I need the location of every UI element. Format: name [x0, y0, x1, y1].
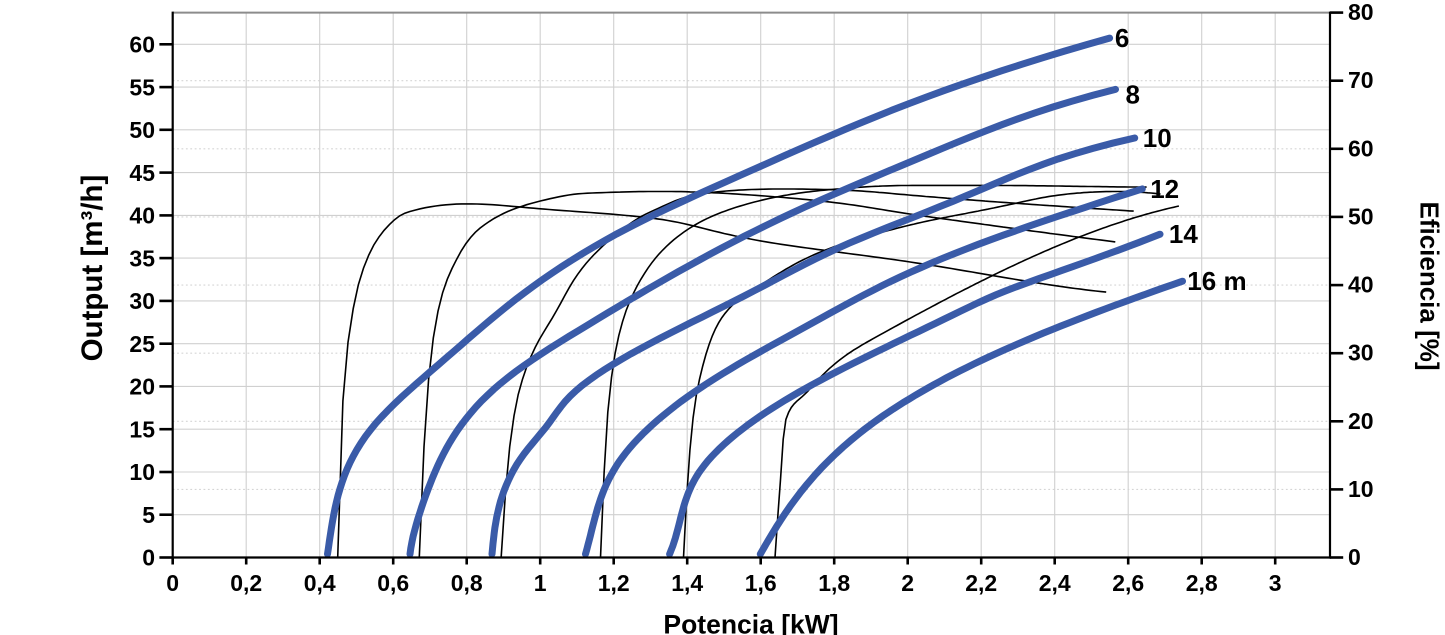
svg-text:Eficiencia [%]: Eficiencia [%]	[1415, 201, 1445, 370]
svg-text:55: 55	[129, 74, 155, 100]
svg-text:1,6: 1,6	[745, 570, 777, 596]
svg-text:40: 40	[129, 203, 155, 229]
svg-text:45: 45	[129, 160, 155, 186]
svg-text:60: 60	[129, 32, 155, 58]
svg-text:2,2: 2,2	[965, 570, 997, 596]
svg-text:Potencia [kW]: Potencia [kW]	[663, 610, 838, 635]
svg-text:15: 15	[129, 416, 155, 442]
svg-text:0: 0	[142, 545, 155, 571]
svg-text:1: 1	[534, 570, 547, 596]
svg-text:2,4: 2,4	[1039, 570, 1071, 596]
svg-text:10: 10	[1143, 123, 1172, 153]
svg-text:50: 50	[129, 117, 155, 143]
svg-text:12: 12	[1150, 174, 1179, 204]
svg-text:30: 30	[129, 288, 155, 314]
svg-text:6: 6	[1115, 23, 1129, 53]
svg-text:0,2: 0,2	[230, 570, 262, 596]
svg-text:25: 25	[129, 331, 155, 357]
svg-text:10: 10	[129, 459, 155, 485]
svg-text:0: 0	[166, 570, 179, 596]
svg-text:50: 50	[1348, 203, 1374, 229]
svg-text:0,6: 0,6	[377, 570, 409, 596]
svg-text:20: 20	[1348, 408, 1374, 434]
svg-text:14: 14	[1169, 219, 1198, 249]
svg-text:1,4: 1,4	[671, 570, 703, 596]
svg-text:35: 35	[129, 245, 155, 271]
svg-text:60: 60	[1348, 135, 1374, 161]
svg-text:2: 2	[901, 570, 914, 596]
svg-text:30: 30	[1348, 340, 1374, 366]
svg-text:70: 70	[1348, 67, 1374, 93]
svg-text:20: 20	[129, 374, 155, 400]
svg-text:80: 80	[1348, 0, 1374, 25]
svg-text:Output [m³/h]: Output [m³/h]	[76, 175, 109, 362]
svg-text:16 m: 16 m	[1187, 266, 1246, 296]
svg-text:2,6: 2,6	[1112, 570, 1144, 596]
svg-text:8: 8	[1126, 79, 1140, 109]
svg-text:0: 0	[1348, 544, 1361, 570]
svg-text:5: 5	[142, 502, 155, 528]
svg-text:0,8: 0,8	[451, 570, 483, 596]
svg-text:1,2: 1,2	[598, 570, 630, 596]
svg-text:3: 3	[1269, 570, 1282, 596]
svg-text:2,8: 2,8	[1186, 570, 1218, 596]
svg-text:1,8: 1,8	[818, 570, 850, 596]
svg-text:10: 10	[1348, 476, 1374, 502]
svg-text:40: 40	[1348, 272, 1374, 298]
svg-text:0,4: 0,4	[304, 570, 336, 596]
